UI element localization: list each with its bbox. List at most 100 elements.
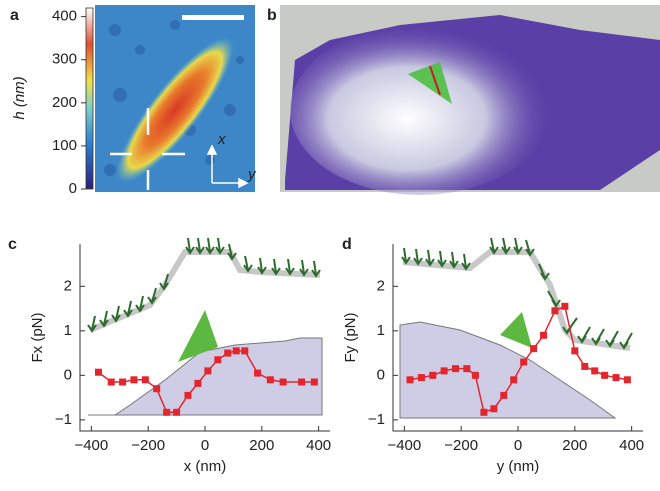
y-tick-label: 2 <box>377 277 385 294</box>
force-arrow-head <box>123 309 133 318</box>
force-arrow-head <box>271 267 281 276</box>
force-arrow <box>244 255 249 271</box>
force-arrow <box>403 247 407 263</box>
data-point <box>623 376 631 384</box>
axis-annotation: x <box>217 131 226 148</box>
data-point <box>417 374 425 382</box>
force-arrow-head <box>159 282 169 291</box>
axes <box>79 244 330 432</box>
force-cone <box>408 62 452 104</box>
data-point <box>163 408 171 416</box>
height-profile <box>88 337 323 416</box>
force-arrow <box>538 263 546 279</box>
data-point <box>254 369 262 377</box>
force-arrow <box>525 239 531 255</box>
force-arrow-head <box>525 248 535 257</box>
y-tick-label: 200 <box>52 94 77 111</box>
force-arrow <box>514 237 519 253</box>
force-arrow <box>127 300 132 316</box>
data-point <box>452 365 459 373</box>
data-point <box>500 391 508 399</box>
force-arrow-head <box>285 267 295 276</box>
force-arrow <box>502 237 507 253</box>
data-point <box>119 378 127 386</box>
data-point <box>571 347 579 355</box>
data-point <box>184 391 192 399</box>
y-tick-label: 1 <box>64 322 72 339</box>
force-arrow <box>287 258 291 274</box>
force-arrow <box>259 257 263 273</box>
force-arrow <box>139 295 144 311</box>
force-arrow <box>451 251 455 267</box>
x-tick-label: 200 <box>562 437 587 454</box>
data-point <box>406 376 414 384</box>
force-arrow-head <box>577 335 587 344</box>
data-point <box>429 371 437 379</box>
data-point <box>530 345 538 353</box>
axis-annotation: y <box>247 166 257 183</box>
panel-label: c <box>8 236 17 253</box>
axes <box>392 244 643 432</box>
force-arrow-head <box>551 299 561 308</box>
colorbar <box>85 7 94 190</box>
force-arrow <box>115 305 120 321</box>
data-point <box>310 378 318 386</box>
force-arrow <box>463 253 467 269</box>
data-point <box>173 408 181 416</box>
mound <box>290 25 550 195</box>
force-arrow-head <box>461 262 471 271</box>
force-arrow-head <box>619 341 629 350</box>
data-point <box>540 331 548 339</box>
data-point <box>520 358 528 366</box>
force-arrow-head <box>299 268 309 277</box>
force-cone <box>178 310 218 362</box>
data-point <box>266 376 274 384</box>
force-arrow-head <box>501 246 511 255</box>
x-tick-label: 200 <box>249 437 274 454</box>
force-arrow-head <box>87 324 97 333</box>
force-arrow <box>427 249 431 265</box>
force-arrow <box>228 243 233 259</box>
y-tick-label: 100 <box>52 137 77 154</box>
force-cone <box>500 312 532 348</box>
data-point <box>612 374 620 382</box>
force-arrow-head <box>605 339 615 348</box>
data-point <box>440 367 448 375</box>
x-tick-label: 0 <box>514 437 522 454</box>
data-point <box>232 347 240 355</box>
force-arrow-head <box>449 260 459 269</box>
force-arrow-head <box>185 246 195 255</box>
data-point <box>194 379 202 387</box>
data-point <box>510 376 518 384</box>
data-point <box>480 408 488 416</box>
force-arrow <box>187 237 191 253</box>
force-arrow-head <box>401 256 411 265</box>
bacterium <box>116 37 234 183</box>
data-point <box>471 371 479 379</box>
force-arrow <box>91 315 96 331</box>
force-arrows <box>87 237 633 350</box>
force-arrow-head <box>215 246 225 255</box>
x-tick-label: 0 <box>201 437 209 454</box>
force-arrow-head <box>425 258 435 267</box>
force-arrow-head <box>195 246 205 255</box>
force-arrow-head <box>489 246 499 255</box>
y-axis-label: Fy (pN) <box>342 313 359 363</box>
data-point <box>298 378 306 386</box>
data-point <box>279 378 287 386</box>
force-arrow <box>207 237 211 253</box>
data-line <box>409 305 628 414</box>
data-point <box>581 362 589 370</box>
panel-label: a <box>10 7 19 24</box>
x-tick-label: 400 <box>306 437 331 454</box>
x-tick-label: −200 <box>131 437 165 454</box>
data-point <box>107 378 115 386</box>
force-arrow <box>103 310 108 326</box>
y-tick-label: 0 <box>69 180 77 197</box>
data-point <box>153 385 161 393</box>
x-tick-label: 400 <box>619 437 644 454</box>
force-arrow <box>197 237 201 253</box>
force-arrow-head <box>227 252 237 261</box>
force-arrow <box>490 237 495 253</box>
data-point <box>141 376 149 384</box>
